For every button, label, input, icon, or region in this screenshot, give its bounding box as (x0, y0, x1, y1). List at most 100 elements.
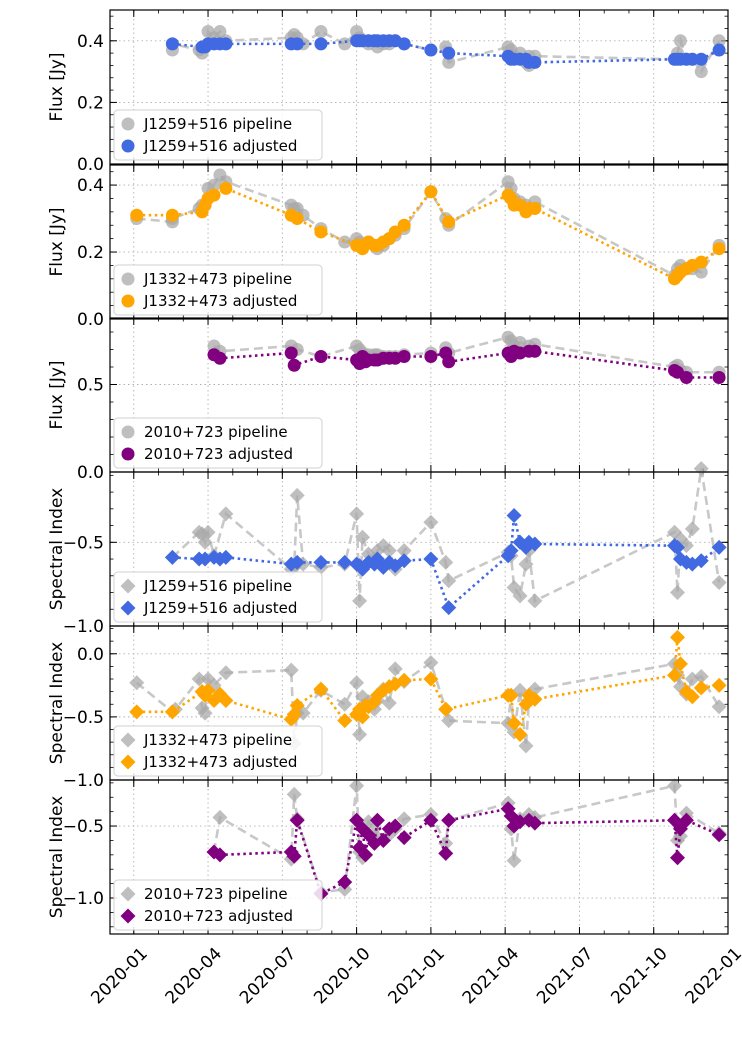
pipeline-point (396, 543, 412, 559)
adjusted-point (503, 687, 519, 703)
legend: J1259+516 pipeline J1259+516 adjusted (113, 109, 323, 161)
adjusted-point (503, 543, 519, 559)
legend-label: J1332+473 pipeline (143, 270, 292, 288)
adjusted-point (165, 208, 179, 222)
adjusted-point (506, 715, 522, 731)
adjusted-point (219, 37, 233, 51)
adjusted-point (397, 37, 411, 51)
adjusted-point (213, 351, 227, 365)
adjusted-point (527, 536, 543, 552)
pipeline-point (338, 37, 352, 51)
adjusted-point (358, 847, 374, 863)
legend-label: J1332+473 pipeline (143, 731, 292, 749)
adjusted-point (313, 681, 329, 697)
legend-box (113, 879, 323, 931)
y-tick-label: 0.4 (77, 176, 104, 196)
pipeline-point (207, 178, 221, 192)
adjusted-point (287, 358, 301, 372)
pipeline-point (218, 665, 234, 681)
pipeline-point (694, 65, 708, 79)
y-tick-label: 0.2 (77, 93, 104, 113)
adjusted-point (712, 43, 726, 57)
pipeline-point (441, 713, 457, 729)
adjusted-point (669, 539, 685, 555)
legend-marker (121, 425, 135, 439)
adjusted-point (694, 255, 708, 269)
adjusted-point (129, 704, 145, 720)
adjusted-point (219, 181, 233, 195)
panel-2: 0.0 0.2 0.4 J1332+473 pipeline J1332+473 adj… (47, 164, 729, 330)
adjusted-point (164, 549, 180, 565)
y-axis-label: Spectral Index (47, 488, 67, 610)
pipeline-point (441, 573, 457, 589)
adjusted-point (684, 689, 700, 705)
pipeline-point (518, 738, 534, 754)
pipeline-point (693, 668, 709, 684)
legend-label: 2010+723 pipeline (144, 423, 288, 441)
adjusted-point (694, 52, 708, 66)
pipeline-point (423, 514, 439, 530)
y-tick-label: 0.4 (77, 32, 104, 52)
pipeline-point (337, 696, 353, 712)
legend-label: J1259+516 adjusted (143, 599, 297, 617)
legend-marker (120, 732, 136, 748)
legend: J1332+473 pipeline J1332+473 adjusted (113, 725, 323, 777)
legend: 2010+723 pipeline 2010+723 adjusted (113, 417, 323, 469)
pipeline-point (423, 655, 439, 671)
adjusted-point (313, 554, 329, 570)
pipeline-point (283, 662, 299, 678)
pipeline-point (191, 671, 207, 687)
pipeline-point (352, 727, 368, 743)
adjusted-point (388, 225, 402, 239)
adjusted-point (396, 830, 412, 846)
pipeline-point (694, 265, 708, 279)
pipeline-point (200, 524, 216, 540)
adjusted-point (528, 344, 542, 358)
adjusted-point (424, 43, 438, 57)
adjusted-point (165, 37, 179, 51)
adjusted-point (679, 371, 693, 384)
y-tick-label: 0.0 (77, 310, 104, 330)
pipeline-point (684, 521, 700, 537)
pipeline-point (381, 695, 397, 711)
y-axis-label: Flux [Jy] (47, 360, 67, 429)
pipeline-point (349, 675, 365, 691)
legend-marker (120, 754, 136, 770)
pipeline-point (506, 853, 522, 869)
y-axis-label: Flux [Jy] (47, 207, 67, 276)
pipeline-point (197, 705, 213, 721)
adjusted-point (355, 709, 371, 725)
legend-marker (121, 117, 135, 131)
adjusted-point (669, 629, 685, 645)
pipeline-point (396, 811, 412, 827)
legend-label: J1332+473 adjusted (143, 292, 297, 310)
pipeline-point (527, 593, 543, 609)
adjusted-point (527, 815, 543, 831)
adjusted-point (528, 202, 542, 216)
adjusted-point (424, 185, 438, 199)
adjusted-point (669, 850, 685, 866)
pipeline-point (438, 554, 454, 570)
adjusted-point (337, 874, 353, 890)
y-tick-label: −0.5 (63, 817, 104, 837)
adjusted-point (130, 208, 144, 222)
y-tick-label: 0.5 (77, 376, 104, 396)
adjusted-point (289, 812, 305, 828)
pipeline-point (381, 543, 397, 559)
adjusted-point (218, 549, 234, 565)
legend-label: 2010+723 adjusted (144, 445, 293, 463)
adjusted-point (289, 698, 305, 714)
adjusted-point (423, 671, 439, 687)
legend: 2010+723 pipeline 2010+723 adjusted (113, 879, 323, 931)
adjusted-point (290, 37, 304, 51)
adjusted-point (712, 242, 726, 256)
axes-frame (109, 779, 729, 935)
legend-label: 2010+723 adjusted (144, 907, 293, 925)
y-axis-label: Flux [Jy] (47, 52, 67, 121)
legend-label: J1259+516 adjusted (143, 137, 297, 155)
legend-label: J1332+473 adjusted (143, 753, 297, 771)
adjusted-point (711, 677, 727, 693)
adjusted-point (711, 827, 727, 843)
panel-5: −1.0 −0.5 0.0 J1332+473 pipeline J1332+473 a… (47, 625, 729, 791)
adjusted-point (423, 812, 439, 828)
